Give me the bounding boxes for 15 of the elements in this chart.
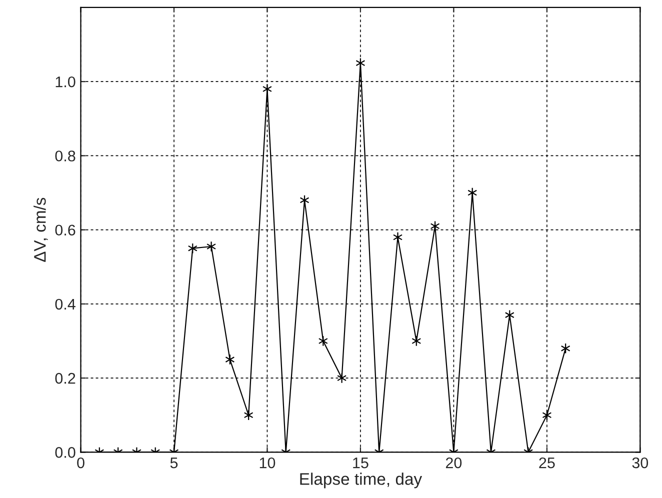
- x-tick-label: 30: [632, 457, 648, 468]
- x-tick-label: 10: [260, 457, 276, 468]
- x-tick-label: 20: [446, 457, 462, 468]
- x-tick-label: 5: [170, 458, 178, 468]
- y-tick-label: 0.4: [55, 298, 76, 310]
- x-axis-title: Elapse time, day: [300, 472, 422, 488]
- y-tick-label: 0.8: [55, 150, 76, 162]
- y-tick-label: 1.0: [56, 76, 76, 88]
- x-tick-label: 0: [77, 457, 84, 468]
- y-axis-title: ΔV, cm/s: [34, 198, 48, 262]
- y-tick-label: 0.0: [55, 447, 76, 458]
- y-tick-label: 0.2: [55, 372, 76, 384]
- x-tick-label: 15: [353, 458, 368, 468]
- x-tick-label: 25: [539, 457, 555, 468]
- y-tick-label: 0.6: [55, 224, 76, 236]
